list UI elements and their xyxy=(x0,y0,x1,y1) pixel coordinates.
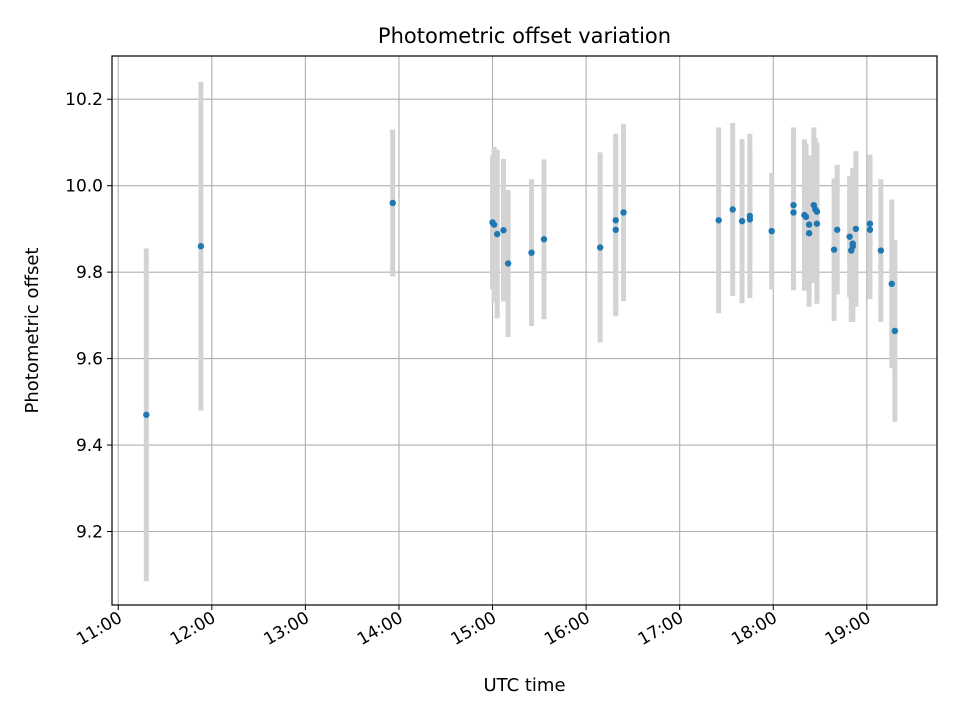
data-point xyxy=(490,221,498,228)
data-point xyxy=(143,411,150,418)
data-point xyxy=(768,227,775,235)
x-axis-label: UTC time xyxy=(483,675,565,696)
data-point xyxy=(738,217,746,225)
data-point xyxy=(528,249,535,256)
plot-frame xyxy=(111,55,938,606)
data-point xyxy=(494,230,501,238)
data-point xyxy=(620,209,627,216)
x-tick-label: 17:00 xyxy=(635,608,687,650)
y-tick-label: 9.6 xyxy=(76,350,103,370)
x-tick-label: 12:00 xyxy=(167,608,219,650)
data-point xyxy=(746,216,754,223)
data-point xyxy=(540,236,548,243)
y-tick-label: 9.8 xyxy=(76,263,103,283)
data-point xyxy=(729,206,736,213)
data-point xyxy=(891,327,899,335)
data-point xyxy=(805,221,813,228)
data-point xyxy=(802,213,810,221)
data-point xyxy=(888,280,895,288)
data-point xyxy=(813,220,821,227)
data-point xyxy=(790,209,797,216)
data-point xyxy=(866,226,874,233)
error-bars xyxy=(143,81,898,582)
y-tick-label: 10.0 xyxy=(65,177,103,197)
data-point xyxy=(877,247,885,254)
data-point xyxy=(596,244,604,251)
y-tick-label: 9.2 xyxy=(76,523,103,543)
data-points xyxy=(143,199,899,418)
data-point xyxy=(813,208,821,215)
data-point xyxy=(830,246,838,253)
x-tick-label: 18:00 xyxy=(728,608,780,650)
x-tick-label: 16:00 xyxy=(541,608,593,650)
data-point xyxy=(389,199,396,207)
data-point xyxy=(805,230,813,237)
data-point xyxy=(849,240,856,247)
data-point xyxy=(866,220,874,227)
data-point xyxy=(500,227,507,234)
x-tick-label: 13:00 xyxy=(260,608,312,650)
y-tick-label: 9.4 xyxy=(76,436,103,456)
x-tick-label: 14:00 xyxy=(354,608,406,650)
y-axis-label: Photometric offset xyxy=(22,248,43,414)
data-point xyxy=(504,260,512,267)
data-point xyxy=(790,201,797,209)
data-point xyxy=(833,226,841,233)
data-point xyxy=(715,217,722,224)
x-axis: 11:00 12:00 13:00 14:00 15:00 16:00 17:00 18:00… xyxy=(73,605,874,650)
x-tick-label: 19:00 xyxy=(822,608,874,650)
x-tick-label: 15:00 xyxy=(448,608,500,650)
grid xyxy=(112,56,937,605)
x-tick-label: 11:00 xyxy=(73,608,125,650)
data-point xyxy=(852,225,860,233)
data-point xyxy=(612,217,619,224)
data-point xyxy=(846,233,853,240)
data-point xyxy=(197,243,205,250)
y-tick-label: 10.2 xyxy=(65,90,103,110)
data-point xyxy=(612,226,619,233)
y-axis: 9.2 9.4 9.6 9.8 10.0 10.2 xyxy=(65,90,112,543)
chart-title: Photometric offset variation xyxy=(378,24,671,48)
